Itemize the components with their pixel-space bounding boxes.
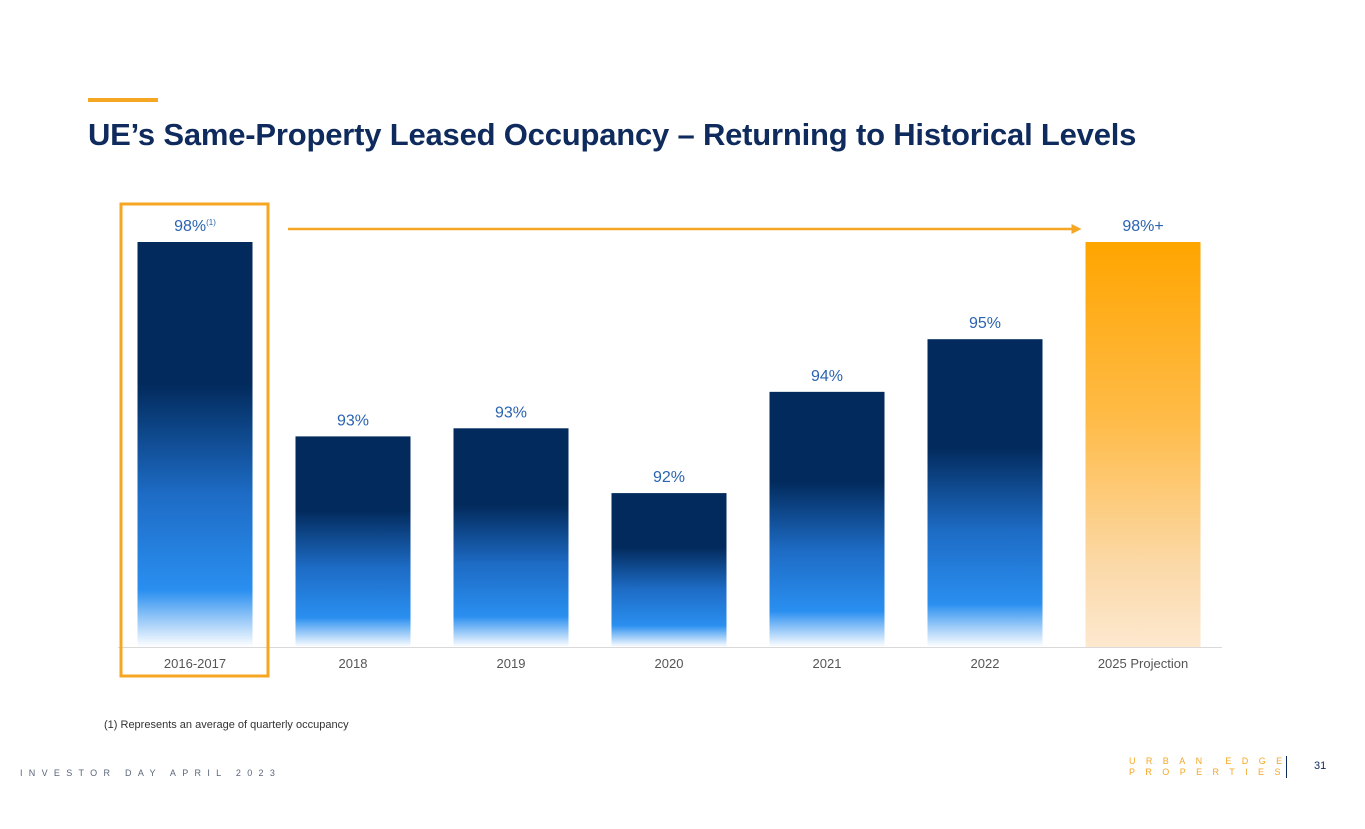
bar-2019	[453, 428, 569, 647]
bar-2025-projection	[1085, 242, 1201, 647]
data-label: 93%	[495, 404, 527, 421]
data-label: 95%	[969, 315, 1001, 332]
category-label: 2016-2017	[164, 656, 226, 671]
category-label: 2022	[971, 656, 1000, 671]
data-label: 94%	[811, 368, 843, 385]
data-label: 93%	[337, 412, 369, 429]
category-label: 2020	[655, 656, 684, 671]
data-label: 98%(1)	[174, 218, 216, 235]
page-number: 31	[1314, 760, 1327, 772]
logo-line-properties: PROPERTIES	[1129, 767, 1291, 777]
category-label: 2019	[497, 656, 526, 671]
company-logo: URBAN EDGE PROPERTIES	[1129, 756, 1293, 778]
footnote-mark: (1)	[206, 218, 216, 227]
event-footer: INVESTOR DAY APRIL 2023	[20, 768, 282, 778]
data-label: 98%+	[1122, 218, 1163, 235]
bar-2018	[295, 436, 411, 647]
bar-2022	[927, 339, 1043, 647]
highlight-box	[119, 202, 270, 678]
bar-2020	[611, 493, 727, 647]
footer-divider	[1286, 756, 1287, 778]
footnote: (1) Represents an average of quarterly o…	[104, 719, 349, 731]
data-label: 92%	[653, 469, 685, 486]
category-label: 2025 Projection	[1098, 656, 1188, 671]
category-label: 2018	[339, 656, 368, 671]
title-accent-line	[88, 98, 158, 102]
page-title: UE’s Same-Property Leased Occupancy – Re…	[88, 117, 1137, 152]
logo-line-urban-edge: URBAN EDGE	[1129, 756, 1293, 766]
bar-2016-2017	[137, 242, 253, 647]
category-label: 2021	[813, 656, 842, 671]
trend-arrow-head	[1071, 224, 1082, 234]
bar-2021	[769, 391, 885, 647]
